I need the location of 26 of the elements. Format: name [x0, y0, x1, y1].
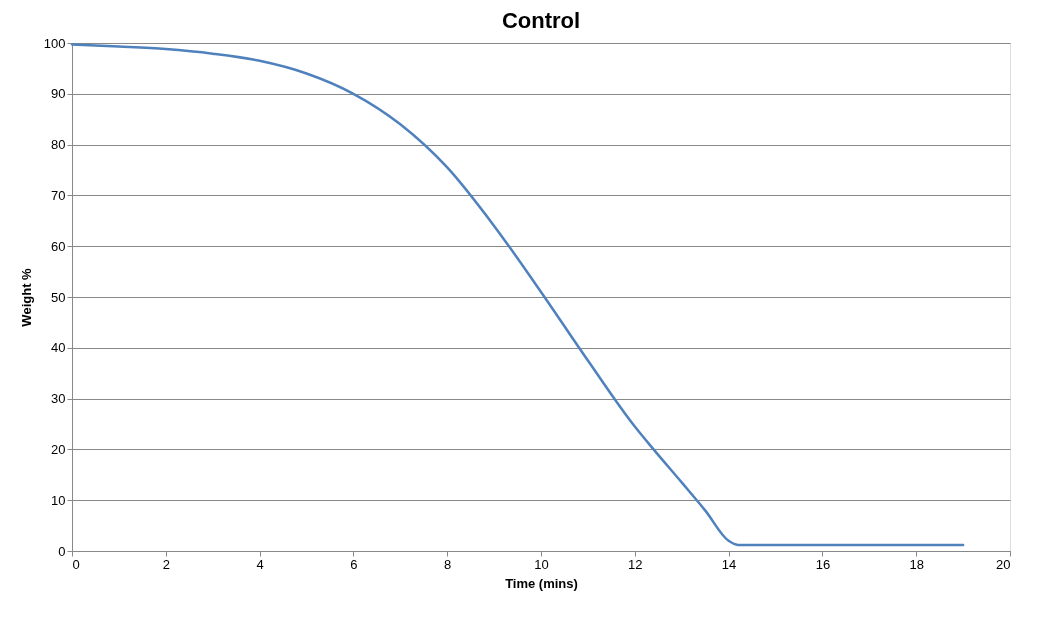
chart-title: Control: [501, 8, 581, 33]
y-tick-label: 100: [43, 35, 66, 51]
x-tick-label: 8: [444, 556, 452, 572]
y-tick-label: 0: [58, 543, 66, 559]
y-tick-label: 20: [51, 441, 66, 457]
y-tick-label: 70: [51, 187, 66, 203]
y-axis-title: Weight %: [18, 267, 34, 327]
x-tick-label: 20: [996, 556, 1011, 572]
y-tick-label: 60: [51, 238, 66, 254]
x-tick-label: 12: [628, 556, 643, 572]
x-tick-label: 10: [534, 556, 549, 572]
x-tick-label: 4: [256, 556, 264, 572]
y-tick-label: 10: [51, 492, 66, 508]
y-tick-label: 80: [51, 137, 66, 153]
x-tick-label: 0: [72, 556, 80, 572]
x-tick-label: 18: [909, 556, 924, 572]
y-tick-label: 50: [51, 289, 66, 305]
x-axis-title: Time (mins): [505, 575, 578, 591]
y-tick-label: 40: [51, 340, 66, 356]
x-tick-label: 2: [162, 556, 170, 572]
x-tick-label: 16: [815, 556, 831, 572]
line-series: [70, 43, 965, 547]
y-tick-label: 30: [51, 391, 66, 407]
y-tick-label: 90: [51, 86, 66, 102]
x-tick-label: 6: [350, 556, 358, 572]
x-tick-label: 14: [721, 556, 737, 572]
